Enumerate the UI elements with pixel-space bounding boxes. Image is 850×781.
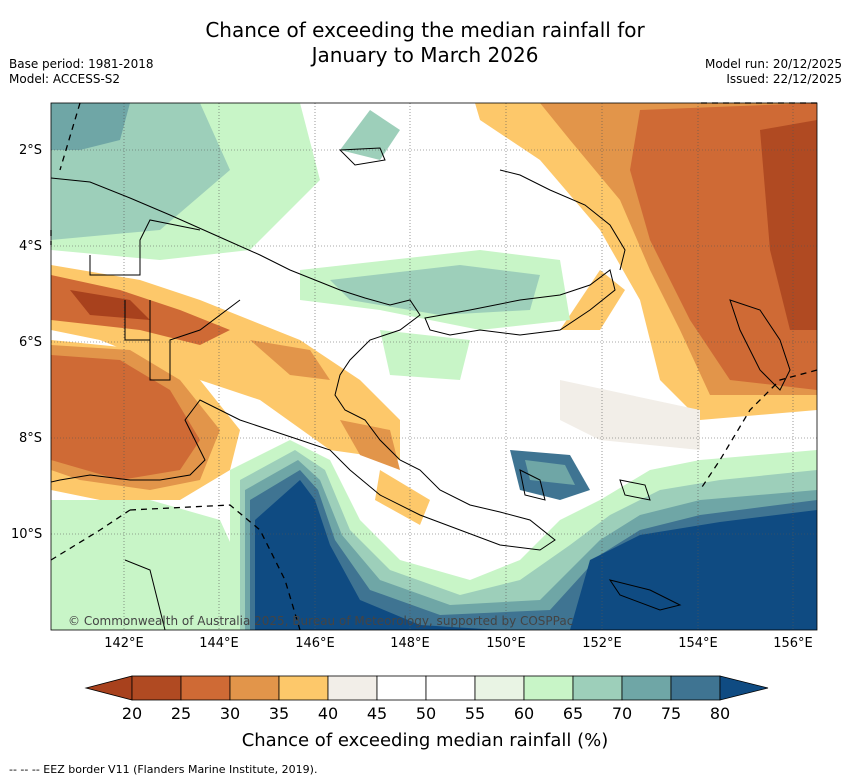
colorbar-extend-high bbox=[719, 675, 769, 701]
colorbar-segment bbox=[621, 675, 672, 701]
colorbar-segment bbox=[425, 675, 476, 701]
lat-label: 4°S bbox=[19, 239, 43, 254]
colorbar-segment bbox=[327, 675, 378, 701]
probability-field bbox=[51, 103, 817, 630]
lon-label: 154°E bbox=[678, 636, 718, 651]
lat-label: 6°S bbox=[19, 335, 43, 350]
title-line-2: January to March 2026 bbox=[311, 43, 539, 67]
eez-legend: -- -- -- EEZ border V11 (Flanders Marine… bbox=[9, 763, 318, 776]
colorbar-tick: 70 bbox=[611, 704, 633, 723]
colorbar-tick: 40 bbox=[317, 704, 339, 723]
colorbar-tick: 50 bbox=[415, 704, 437, 723]
copyright-notice: © Commonwealth of Australia 2025, Bureau… bbox=[68, 614, 574, 628]
colorbar-tick: 75 bbox=[660, 704, 682, 723]
lon-label: 148°E bbox=[390, 636, 430, 651]
colorbar-segment bbox=[278, 675, 329, 701]
lon-label: 156°E bbox=[773, 636, 813, 651]
colorbar-segment bbox=[670, 675, 721, 701]
colorbar-extend-low bbox=[84, 675, 133, 701]
title-line-1: Chance of exceeding the median rainfall … bbox=[205, 18, 645, 42]
lon-label: 144°E bbox=[199, 636, 239, 651]
lon-label: 152°E bbox=[582, 636, 622, 651]
colorbar-segment bbox=[523, 675, 574, 701]
model-name: Model: ACCESS-S2 bbox=[9, 72, 121, 86]
meta-left: Base period: 1981-2018 Model: ACCESS-S2 bbox=[9, 57, 154, 87]
colorbar-label: Chance of exceeding median rainfall (%) bbox=[241, 730, 609, 751]
colorbar-tick: 65 bbox=[562, 704, 584, 723]
colorbar-tick: 20 bbox=[121, 704, 143, 723]
lat-label: 8°S bbox=[19, 431, 43, 446]
meta-right: Model run: 20/12/2025 Issued: 22/12/2025 bbox=[705, 57, 842, 87]
map-frame bbox=[50, 102, 818, 631]
lat-label: 10°S bbox=[11, 527, 43, 542]
colorbar-segment bbox=[180, 675, 231, 701]
base-period: Base period: 1981-2018 bbox=[9, 57, 154, 71]
colorbar-tick: 30 bbox=[219, 704, 241, 723]
lat-label: 2°S bbox=[19, 143, 43, 158]
province-borders bbox=[89, 219, 241, 381]
model-run: Model run: 20/12/2025 bbox=[704, 57, 842, 71]
colorbar-tick: 35 bbox=[268, 704, 290, 723]
colorbar-segment bbox=[229, 675, 280, 701]
chart-title: Chance of exceeding the median rainfall … bbox=[0, 18, 850, 68]
colorbar-tick: 45 bbox=[366, 704, 388, 723]
colorbar-segment bbox=[376, 675, 427, 701]
coastlines bbox=[51, 147, 791, 630]
colorbar-tick: 60 bbox=[513, 704, 535, 723]
colorbar-tick: 80 bbox=[709, 704, 731, 723]
colorbar-tick: 25 bbox=[170, 704, 192, 723]
lon-label: 146°E bbox=[295, 636, 335, 651]
colorbar-segment bbox=[572, 675, 623, 701]
colorbar-segment bbox=[474, 675, 525, 701]
lon-label: 142°E bbox=[104, 636, 144, 651]
colorbar-segment bbox=[131, 675, 182, 701]
issued-date: Issued: 22/12/2025 bbox=[726, 72, 842, 86]
lon-label: 150°E bbox=[486, 636, 526, 651]
colorbar-tick: 55 bbox=[464, 704, 486, 723]
graticule bbox=[51, 103, 817, 630]
